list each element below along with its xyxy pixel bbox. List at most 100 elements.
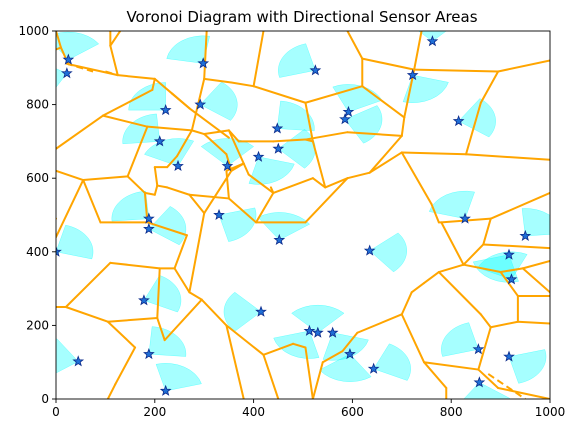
sensor-point xyxy=(56,245,62,257)
sensor-sector xyxy=(144,138,195,167)
sensor-sector xyxy=(402,74,449,104)
voronoi-edge xyxy=(361,85,406,119)
voronoi-edge xyxy=(82,175,129,182)
voronoi-edge xyxy=(106,320,137,349)
sensor-sector xyxy=(143,275,182,313)
sensor-point xyxy=(473,376,486,388)
sensor-point xyxy=(503,248,515,260)
y-tick-label: 600 xyxy=(26,171,49,185)
y-tick-label: 200 xyxy=(26,318,49,332)
voronoi-edge xyxy=(176,129,193,158)
voronoi-edge xyxy=(200,298,228,327)
sensor-point xyxy=(339,113,351,125)
voronoi-edge xyxy=(116,74,156,80)
voronoi-edge xyxy=(262,353,280,399)
sensor-point xyxy=(72,355,85,367)
voronoi-edge xyxy=(304,101,314,143)
voronoi-edge xyxy=(242,162,250,176)
sensor-sector xyxy=(148,326,187,357)
voronoi-edge xyxy=(153,77,174,95)
sensor-point xyxy=(271,122,284,134)
voronoi-edge xyxy=(440,221,465,266)
sensor-sector xyxy=(319,353,372,382)
voronoi-edge xyxy=(106,383,117,399)
voronoi-edge xyxy=(497,59,550,73)
voronoi-edge xyxy=(188,193,230,200)
voronoi-edge xyxy=(356,313,403,334)
sensor-point xyxy=(472,343,485,355)
voronoi-edge xyxy=(156,184,169,189)
sensor-sector xyxy=(128,82,166,111)
sensor-sector xyxy=(369,232,407,273)
voronoi-edge xyxy=(400,313,426,364)
voronoi-edge xyxy=(106,317,159,323)
sensor-point xyxy=(272,142,285,154)
voronoi-edge xyxy=(400,291,413,316)
sensor-point xyxy=(326,326,339,338)
voronoi-edge xyxy=(497,386,550,399)
sensor-point xyxy=(505,273,518,285)
voronoi-edge xyxy=(151,77,156,91)
sensor-sector xyxy=(277,100,315,132)
voronoi-edge xyxy=(173,267,191,294)
voronoi-edge xyxy=(146,221,188,237)
voronoi-edge xyxy=(499,267,524,274)
sensor-point xyxy=(143,222,155,234)
voronoi-edge xyxy=(188,193,206,215)
voronoi-edge xyxy=(311,361,324,399)
plot-frame xyxy=(55,30,551,400)
sensor-sector xyxy=(257,212,311,241)
sensor-point xyxy=(344,347,356,360)
sensor-point xyxy=(252,150,265,162)
voronoi-edge xyxy=(143,191,156,196)
voronoi-edge xyxy=(462,263,502,274)
sensor-point xyxy=(459,212,471,224)
y-tick-label: 800 xyxy=(26,98,49,112)
voronoi-edge xyxy=(410,282,426,294)
voronoi-edge xyxy=(489,320,519,329)
voronoi-edge xyxy=(262,342,295,356)
sensor-point xyxy=(197,57,210,69)
voronoi-edge xyxy=(499,271,519,297)
sensor-marker-layer xyxy=(56,35,532,396)
voronoi-edge xyxy=(311,177,327,189)
sensor-point xyxy=(159,103,172,116)
voronoi-edge xyxy=(188,291,203,301)
sensor-point xyxy=(452,115,465,127)
voronoi-edge xyxy=(346,171,371,180)
voronoi-edge xyxy=(255,191,275,224)
voronoi-edge xyxy=(400,116,406,137)
voronoi-edge xyxy=(368,151,403,174)
voronoi-edge xyxy=(101,88,154,117)
voronoi-edge xyxy=(126,125,149,178)
sensor-sector xyxy=(472,254,519,283)
voronoi-edge xyxy=(230,81,255,88)
voronoi-edge xyxy=(109,44,119,77)
sensor-sector xyxy=(278,43,316,78)
voronoi-edge-unbounded xyxy=(105,70,119,77)
sensor-sector xyxy=(441,322,479,357)
sensor-sector xyxy=(122,113,161,145)
sensor-point xyxy=(426,35,439,47)
x-tick-label: 800 xyxy=(440,405,463,419)
voronoi-edge-unbounded xyxy=(487,373,526,399)
voronoi-edge xyxy=(341,331,359,353)
voronoi-edge xyxy=(272,138,307,143)
sensor-point xyxy=(273,233,286,245)
voronoi-edge xyxy=(368,134,403,174)
sensor-sector xyxy=(148,206,187,246)
voronoi-edge xyxy=(477,368,500,389)
voronoi-edge xyxy=(272,177,314,194)
voronoi-edge xyxy=(109,261,161,270)
voronoi-edge xyxy=(203,129,230,136)
voronoi-edge xyxy=(203,77,233,84)
y-tick-label: 400 xyxy=(26,245,49,259)
voronoi-edge xyxy=(163,298,203,342)
voronoi-edge xyxy=(423,361,448,389)
voronoi-edge xyxy=(225,324,245,399)
voronoi-edge xyxy=(64,261,112,308)
sensor-sector xyxy=(223,291,262,332)
voronoi-edge xyxy=(361,57,416,71)
voronoi-edge xyxy=(146,125,193,132)
voronoi-edge xyxy=(521,267,550,294)
